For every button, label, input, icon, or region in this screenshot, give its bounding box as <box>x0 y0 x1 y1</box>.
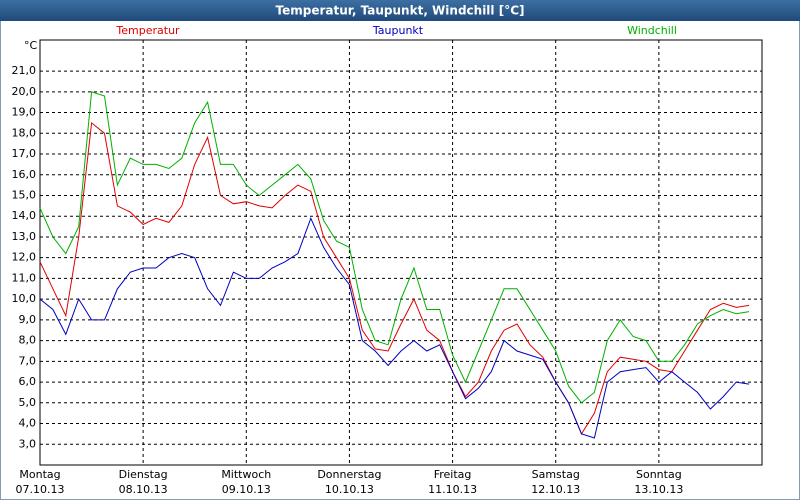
x-tick-date: 10.10.13 <box>325 483 374 496</box>
legend-entry: Taupunkt <box>372 24 424 37</box>
y-tick-label: 15,0 <box>12 188 37 201</box>
x-tick-label: Freitag <box>434 468 472 481</box>
y-tick-label: 4,0 <box>19 417 37 430</box>
series-line <box>39 91 750 404</box>
y-tick-label: 16,0 <box>12 168 37 181</box>
x-tick-date: 07.10.13 <box>16 483 65 496</box>
y-tick-label: 3,0 <box>19 437 37 450</box>
series-line <box>39 216 750 439</box>
x-tick-label: Mittwoch <box>221 468 271 481</box>
x-tick-date: 08.10.13 <box>119 483 168 496</box>
title-bar <box>0 0 800 21</box>
y-tick-label: 12,0 <box>12 251 37 264</box>
y-axis-label: °C <box>24 39 38 52</box>
legend-entry: Windchill <box>627 24 677 37</box>
x-tick-label: Dienstag <box>119 468 168 481</box>
x-tick-label: Donnerstag <box>317 468 381 481</box>
x-tick-label: Sonntag <box>636 468 682 481</box>
series-line <box>39 121 750 435</box>
y-tick-label: 18,0 <box>12 126 37 139</box>
y-tick-label: 19,0 <box>12 106 37 119</box>
x-tick-date: 09.10.13 <box>222 483 271 496</box>
chart-title: Temperatur, Taupunkt, Windchill [°C] <box>276 4 525 18</box>
y-tick-label: 21,0 <box>12 64 37 77</box>
y-tick-label: 9,0 <box>19 313 37 326</box>
y-tick-label: 6,0 <box>19 375 37 388</box>
y-tick-label: 11,0 <box>12 271 37 284</box>
legend-entry: Temperatur <box>115 24 180 37</box>
y-tick-label: 20,0 <box>12 85 37 98</box>
y-tick-label: 10,0 <box>12 292 37 305</box>
x-tick-date: 13.10.13 <box>634 483 683 496</box>
y-tick-label: 14,0 <box>12 209 37 222</box>
x-tick-date: 11.10.13 <box>428 483 477 496</box>
y-tick-label: 5,0 <box>19 396 37 409</box>
x-tick-date: 12.10.13 <box>531 483 580 496</box>
x-tick-label: Montag <box>19 468 60 481</box>
x-tick-label: Samstag <box>532 468 580 481</box>
y-tick-label: 7,0 <box>19 354 37 367</box>
y-tick-label: 13,0 <box>12 230 37 243</box>
y-tick-label: 17,0 <box>12 147 37 160</box>
plot-border <box>39 39 763 466</box>
y-tick-label: 8,0 <box>19 334 37 347</box>
